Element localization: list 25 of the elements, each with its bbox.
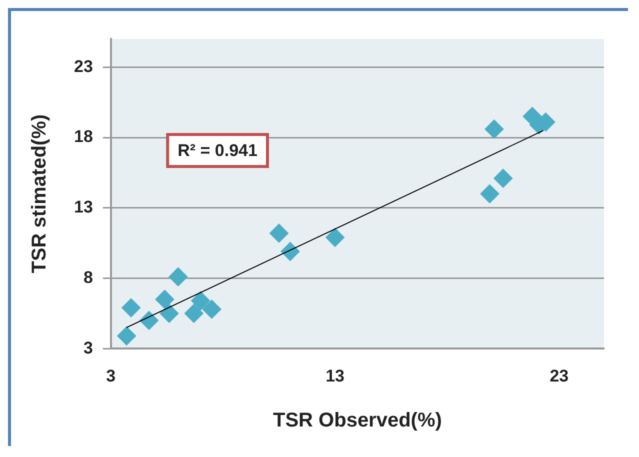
point <box>270 224 289 243</box>
x-tick-label: 3 <box>106 366 116 386</box>
point <box>191 291 210 310</box>
annotation: R² = 0.941 <box>178 141 258 160</box>
x-tick-label: 13 <box>326 366 344 386</box>
y-tick-label: 8 <box>83 268 93 287</box>
point <box>202 300 222 319</box>
point <box>155 290 174 309</box>
y-tick-label: 3 <box>83 338 93 358</box>
point <box>140 310 159 330</box>
point <box>480 184 500 204</box>
x-tick-label: 23 <box>550 366 569 386</box>
point <box>484 120 504 139</box>
y-axis-title: TSR stimated(%) <box>28 114 51 274</box>
point <box>326 228 345 247</box>
point <box>122 298 141 318</box>
y-tick-label: 18 <box>74 127 93 146</box>
point <box>160 304 179 323</box>
y-tick-label: 13 <box>74 198 93 217</box>
point <box>168 267 188 286</box>
x-axis-title: TSR Observed(%) <box>272 410 442 432</box>
point <box>494 168 513 188</box>
y-tick-label: 23 <box>74 56 93 76</box>
point <box>117 326 136 346</box>
point <box>184 304 204 323</box>
